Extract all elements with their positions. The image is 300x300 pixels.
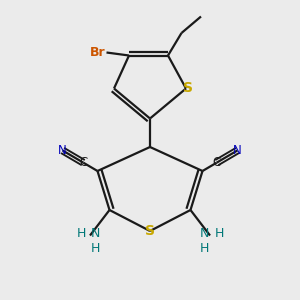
Text: H: H	[76, 226, 86, 240]
Text: H: H	[91, 242, 100, 256]
Text: H: H	[200, 242, 209, 256]
Text: C: C	[213, 156, 221, 169]
Text: Br: Br	[90, 46, 105, 59]
Text: N: N	[91, 226, 100, 240]
Text: N: N	[200, 226, 209, 240]
Text: H: H	[214, 226, 224, 240]
Text: N: N	[58, 144, 67, 157]
Text: S: S	[145, 224, 155, 238]
Text: S: S	[182, 82, 193, 95]
Text: N: N	[233, 144, 242, 157]
Text: C: C	[79, 156, 87, 169]
